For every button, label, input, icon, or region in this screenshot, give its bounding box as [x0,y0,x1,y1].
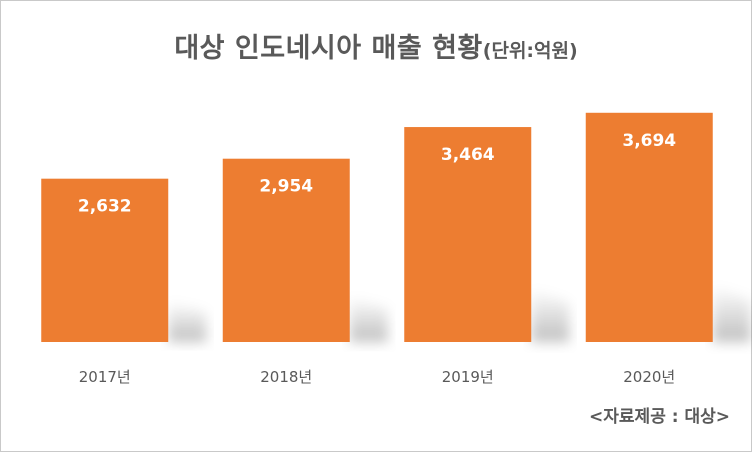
value-label: 2,632 [78,197,132,217]
chart-title-text: 대상 인도네시아 매출 현황 [174,33,483,64]
chart-title: 대상 인도네시아 매출 현황(단위:억원) [0,26,752,65]
bar-shadow [168,301,207,342]
bar-2019년 [404,127,532,343]
source-credit: <자료제공 : 대상> [589,407,730,427]
x-tick-label: 2018년 [260,368,312,386]
bar-2017년 [41,178,169,342]
x-tick-label: 2017년 [79,368,131,386]
bar-shadow [349,296,388,342]
bar-shadow [531,288,570,342]
bar-2018년 [222,158,350,342]
x-tick-label: 2019년 [442,368,494,386]
bar-2020년 [585,112,713,342]
bar-shadow [712,284,751,342]
value-label: 3,694 [622,131,676,151]
x-tick-label: 2020년 [623,368,675,386]
value-label: 2,954 [259,177,313,197]
chart-title-unit: (단위:억원) [482,40,578,62]
value-label: 3,464 [441,145,495,165]
